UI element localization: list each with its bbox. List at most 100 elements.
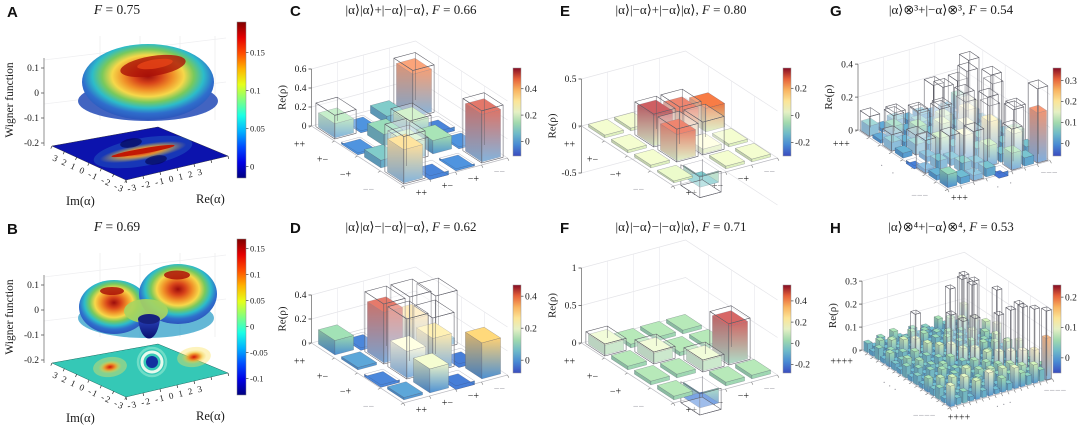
svg-text:0.2: 0.2 [1065, 98, 1077, 108]
svg-text:·: · [894, 385, 897, 396]
state-label: |α⟩|−α⟩−|−α⟩|α⟩ [615, 219, 696, 234]
svg-text:0.4: 0.4 [525, 292, 537, 302]
svg-text:0: 0 [1065, 140, 1070, 150]
svg-text:++: ++ [416, 188, 428, 199]
svg-text:0: 0 [848, 126, 853, 136]
panel-b-letter: B [7, 221, 18, 238]
svg-text:0.1: 0.1 [27, 281, 39, 291]
svg-text:0.3: 0.3 [1065, 77, 1077, 87]
density-matrix-plot-h: 0 0.1 0.2 0.3 Re(ρ) ++++ · · · −−−− ++++ · · · −−−− 0.2… [810, 217, 1080, 433]
panel-h-title: |α⟩⊗⁴+|−α⟩⊗⁴, F = 0.53 [888, 219, 1014, 234]
svg-text:-0.2: -0.2 [24, 356, 39, 366]
svg-text:−−−−: −−−− [1044, 386, 1067, 397]
svg-text:−−: −− [363, 402, 375, 413]
density-matrix-plot-e: -0.5 0 0.5 Re(ρ) ++ +− −+ −− ++ +− −+ −− 0.2 0 -0.2 [540, 0, 810, 216]
svg-text:++: ++ [294, 357, 306, 368]
svg-text:0.2: 0.2 [845, 300, 857, 310]
svg-text:Re(ρ): Re(ρ) [547, 113, 559, 138]
density-matrix-bar3-D: 0 0.2 0.4 Re(ρ) ++ +− −+ −− ++ +− −+ −− 0 0.2 0.4 [277, 266, 537, 416]
svg-text:++: ++ [686, 405, 698, 416]
panel-b: B F = 0.69 0.1 0 -0.1 -0.2 Wigner function 3 … [0, 217, 270, 433]
panel-c-title: |α⟩|α⟩+|−α⟩|−α⟩, F = 0.66 [345, 2, 477, 17]
svg-text:0: 0 [34, 89, 39, 99]
svg-text:Im(α): Im(α) [66, 411, 95, 425]
svg-text:·: · [996, 182, 999, 193]
svg-text:0.05: 0.05 [250, 295, 265, 305]
svg-text:0.15: 0.15 [250, 47, 265, 57]
panel-f-letter: F [560, 220, 570, 237]
panel-e: E |α⟩|−α⟩+|−α⟩|α⟩, F = 0.80 -0.5 0 0.5 Re(ρ… [540, 0, 810, 216]
svg-text:·: · [880, 161, 883, 172]
svg-text:+−: +− [587, 155, 599, 166]
panel-d: D |α⟩|α⟩−|−α⟩|−α⟩, F = 0.62 0 0.2 0.4 Re(ρ)… [270, 217, 540, 433]
svg-text:Re(ρ): Re(ρ) [823, 84, 835, 109]
svg-text:+++: +++ [833, 139, 850, 150]
density-matrix-bar3-E: -0.5 0 0.5 Re(ρ) ++ +− −+ −− ++ +− −+ −− 0.2 0 -0.2 [547, 50, 810, 206]
panel-a: A F = 0.75 0.1 0 -0.1 -0.2 Wigner function 3 … [0, 0, 270, 216]
svg-text:−+: −+ [340, 387, 352, 398]
svg-text:++: ++ [564, 140, 576, 151]
state-label: |α⟩|−α⟩+|−α⟩|α⟩ [615, 2, 696, 17]
svg-text:0: 0 [302, 122, 307, 132]
svg-text:0.15: 0.15 [250, 243, 265, 253]
svg-text:−+: −+ [610, 387, 622, 398]
svg-text:−−: −− [363, 185, 375, 196]
panel-f-title: |α⟩|−α⟩−|−α⟩|α⟩, F = 0.71 [615, 219, 747, 234]
panel-g-title: |α⟩⊗³+|−α⟩⊗³, F = 0.54 [888, 2, 1014, 17]
panel-c: C |α⟩|α⟩+|−α⟩|−α⟩, F = 0.66 0 0.2 0.4 0.6 Re… [270, 0, 540, 216]
density-matrix-plot-g: 0 0.2 0.4 Re(ρ) +++ · · −−− +++ · · −−− 0.3 0.2 0.1 0 [810, 0, 1080, 216]
svg-text:++: ++ [416, 405, 428, 416]
svg-text:0.4: 0.4 [795, 297, 807, 307]
svg-text:+−: +− [587, 372, 599, 383]
svg-text:+−: +− [712, 181, 724, 192]
svg-text:-0.2: -0.2 [795, 361, 810, 371]
svg-text:-0.1: -0.1 [24, 114, 39, 124]
svg-text:0.6: 0.6 [295, 65, 307, 75]
svg-text:0: 0 [250, 321, 254, 331]
svg-text:0.2: 0.2 [525, 324, 537, 334]
svg-text:0.3: 0.3 [845, 277, 857, 287]
svg-text:Re(ρ): Re(ρ) [547, 293, 559, 318]
svg-text:0.4: 0.4 [841, 60, 853, 70]
panel-a-letter: A [7, 4, 18, 21]
svg-text:1: 1 [572, 264, 577, 274]
svg-text:0.05: 0.05 [250, 124, 265, 134]
svg-text:0: 0 [1065, 354, 1070, 364]
svg-text:Wigner function: Wigner function [4, 279, 16, 354]
svg-text:+−: +− [317, 155, 329, 166]
svg-text:0.5: 0.5 [565, 302, 577, 312]
svg-text:++++: ++++ [948, 413, 971, 424]
svg-text:·: · [1002, 400, 1005, 411]
svg-text:−−−−: −−−− [913, 410, 936, 421]
svg-text:0.1: 0.1 [1065, 324, 1077, 334]
panel-h-letter: H [830, 220, 841, 237]
svg-text:·: · [891, 168, 894, 179]
svg-text:-0.5: -0.5 [561, 169, 576, 179]
svg-text:·: · [1009, 179, 1012, 190]
panel-d-title: |α⟩|α⟩−|−α⟩|−α⟩, F = 0.62 [345, 219, 477, 234]
panel-d-letter: D [290, 220, 301, 237]
svg-text:-0.1: -0.1 [250, 373, 263, 383]
panel-e-letter: E [560, 3, 571, 20]
wigner-plot-a: 0.1 0 -0.1 -0.2 Wigner function 3 2 1 0 -1 -2… [0, 0, 270, 216]
svg-text:Re(α): Re(α) [196, 192, 225, 206]
fidelity-label: F = 0.69 [93, 219, 141, 234]
svg-text:Re(ρ): Re(ρ) [277, 306, 289, 331]
fidelity-label: F = 0.62 [431, 219, 477, 234]
panel-e-title: |α⟩|−α⟩+|−α⟩|α⟩, F = 0.80 [615, 2, 747, 17]
svg-text:+++: +++ [951, 193, 968, 204]
svg-text:0: 0 [525, 356, 530, 366]
fidelity-label: F = 0.80 [701, 2, 747, 17]
svg-text:−−−: −−− [911, 191, 928, 202]
svg-text:Re(ρ): Re(ρ) [827, 303, 839, 328]
svg-text:−−: −− [764, 167, 776, 178]
state-label: |α⟩|α⟩+|−α⟩|−α⟩ [345, 2, 426, 17]
svg-text:−+: −+ [468, 391, 480, 402]
svg-text:-0.2: -0.2 [795, 139, 810, 149]
svg-text:0: 0 [302, 339, 307, 349]
svg-text:−+: −+ [340, 170, 352, 181]
